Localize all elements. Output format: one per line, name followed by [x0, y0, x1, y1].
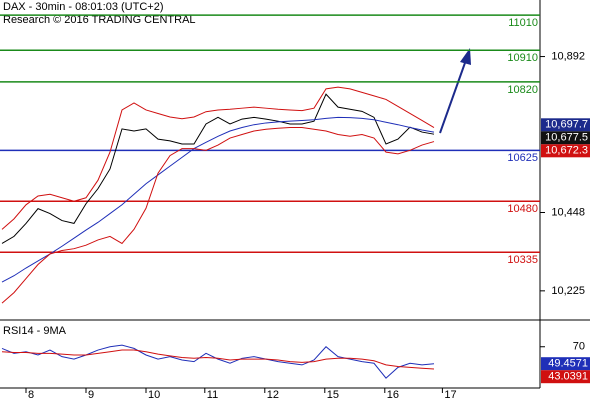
x-tick-label: 10 [148, 389, 160, 400]
series-line [1, 93, 435, 244]
chart-subtitle: Research © 2016 TRADING CENTRAL [3, 14, 196, 26]
x-tick-label: 16 [387, 389, 399, 400]
x-tick-label: 12 [267, 389, 279, 400]
series-line [1, 116, 435, 283]
value-tag [541, 118, 590, 132]
arrow-head [460, 48, 471, 65]
value-tag [541, 370, 590, 384]
series-line [1, 349, 435, 370]
value-tag-label: 49.4571 [548, 358, 588, 370]
level-label: 11010 [508, 17, 538, 29]
value-tag-label: 43.0391 [548, 371, 588, 383]
value-tag [541, 144, 590, 158]
chart-title: DAX - 30min - 08:01:03 (UTC+2) [3, 1, 163, 13]
y-tick-label: 70 [573, 341, 585, 353]
x-tick-label: 11 [207, 389, 218, 400]
x-tick-label: 15 [327, 389, 339, 400]
series-line [1, 344, 435, 379]
rsi-title: RSI14 - 9MA [3, 325, 67, 337]
y-tick-label: 10,448 [551, 206, 585, 218]
level-label: 10625 [507, 152, 538, 164]
level-label: 10820 [507, 84, 538, 96]
series-line [1, 86, 435, 230]
value-tag [541, 357, 590, 371]
value-tag-label: 10,672.3 [545, 145, 588, 157]
series-line [1, 127, 435, 304]
x-tick-label: 9 [88, 389, 94, 400]
level-label: 10480 [507, 203, 538, 215]
value-tag-label: 10,677.5 [545, 132, 588, 144]
x-tick-label: 8 [28, 389, 34, 400]
value-tag-label: 10,697.7 [545, 119, 588, 131]
level-label: 10335 [507, 254, 538, 266]
value-tag [541, 131, 590, 145]
forecast-arrow [439, 59, 467, 134]
y-tick-label: 10,892 [551, 50, 585, 62]
y-tick-label: 10,225 [551, 285, 585, 297]
level-label: 10910 [507, 52, 538, 64]
x-tick-label: 17 [444, 389, 456, 400]
